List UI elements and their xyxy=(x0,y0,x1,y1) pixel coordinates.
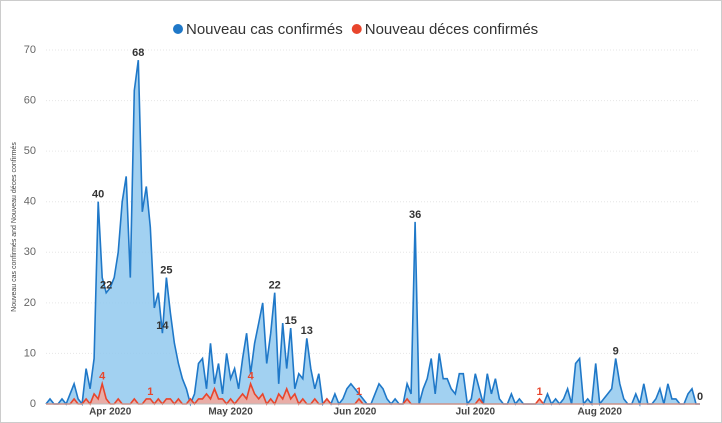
y-tick-label: 70 xyxy=(24,44,36,56)
area-fill xyxy=(46,383,700,404)
legend-label: Nouveau déces confirmés xyxy=(365,21,538,38)
x-tick-label: Apr 2020 xyxy=(89,407,132,418)
data-label: 9 xyxy=(613,345,619,357)
x-tick-label: Aug 2020 xyxy=(577,407,622,418)
area-fill xyxy=(46,60,700,404)
y-tick-label: 60 xyxy=(24,94,36,106)
legend-marker xyxy=(351,24,362,34)
y-tick-label: 20 xyxy=(24,297,36,309)
data-label: 68 xyxy=(132,47,144,59)
legend-label: Nouveau cas confirmés xyxy=(186,21,343,38)
data-label: 13 xyxy=(301,325,313,337)
data-label: 22 xyxy=(269,280,281,292)
data-label: 4 xyxy=(248,371,255,383)
series-line xyxy=(45,59,700,407)
x-tick-label: Jun 2020 xyxy=(334,407,377,418)
x-tick-label: May 2020 xyxy=(208,407,253,418)
data-label: 15 xyxy=(285,315,297,327)
y-tick-label: 40 xyxy=(24,196,36,208)
y-axis-label: Nouveau cas confirmés and Nouveau déces … xyxy=(11,142,18,312)
data-label: 1 xyxy=(147,386,153,398)
data-label: 36 xyxy=(409,209,421,221)
data-label: 1 xyxy=(536,386,542,398)
data-label: 25 xyxy=(160,264,172,276)
y-tick-label: 0 xyxy=(30,398,36,410)
data-label: 14 xyxy=(156,320,169,332)
data-label: 1 xyxy=(356,386,362,398)
data-label: 22 xyxy=(100,280,112,292)
x-tick-label: Jul 2020 xyxy=(456,407,496,418)
y-tick-label: 10 xyxy=(24,347,36,359)
data-label: 0 xyxy=(697,391,703,403)
legend-marker xyxy=(173,24,183,34)
data-label: 4 xyxy=(99,371,106,383)
y-tick-label: 50 xyxy=(24,145,36,157)
y-tick-label: 30 xyxy=(24,246,36,258)
data-label: 40 xyxy=(92,189,104,201)
